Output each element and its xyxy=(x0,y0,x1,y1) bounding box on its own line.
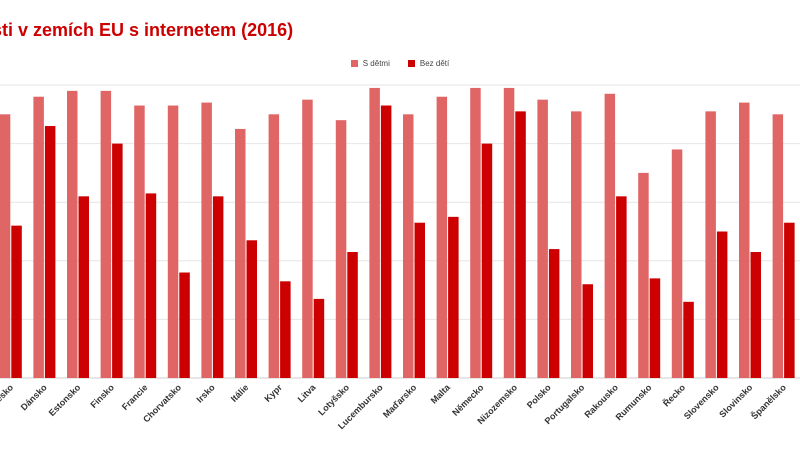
bar-s-detmi xyxy=(604,93,616,378)
bar-bez-deti xyxy=(280,281,291,378)
x-tick-label: Polsko xyxy=(525,382,553,410)
bar-bez-deti xyxy=(548,249,560,378)
bar-s-detmi xyxy=(772,114,784,379)
x-tick-label: Irsko xyxy=(195,382,218,405)
legend-item-s-detmi: S dětmi xyxy=(350,56,390,70)
bar-s-detmi xyxy=(201,102,212,378)
bar-bez-deti xyxy=(750,252,761,378)
bar-s-detmi xyxy=(739,102,750,378)
bar-s-detmi xyxy=(503,87,515,379)
bar-s-detmi xyxy=(0,114,11,379)
x-tick-label: Litva xyxy=(296,382,319,405)
x-tick-label: Estonsko xyxy=(47,382,83,418)
x-tick-label: Rumunsko xyxy=(614,382,654,422)
bar-bez-deti xyxy=(11,225,22,378)
bar-bez-deti xyxy=(179,272,190,378)
bar-s-detmi xyxy=(67,90,78,379)
bar-s-detmi xyxy=(302,99,313,379)
legend-swatch-bez-deti xyxy=(407,59,415,67)
bar-s-detmi xyxy=(671,149,683,378)
bar-s-detmi xyxy=(369,87,380,379)
x-tick-label: Lotyšsko xyxy=(316,382,351,417)
bar-s-detmi xyxy=(705,111,716,379)
bar-bez-deti xyxy=(246,240,257,378)
x-tick-label: Dánsko xyxy=(19,382,49,412)
bar-s-detmi xyxy=(537,99,548,379)
bar-s-detmi xyxy=(470,87,481,379)
bar-s-detmi xyxy=(335,120,347,378)
bar-bez-deti xyxy=(481,143,493,378)
bar-bez-deti xyxy=(347,252,358,378)
x-tick-label: Slovensko xyxy=(682,382,721,421)
x-tick-label: Itálie xyxy=(229,382,251,404)
bar-bez-deti xyxy=(448,216,459,378)
bar-s-detmi xyxy=(33,96,44,378)
legend-item-bez-deti: Bez dětí xyxy=(407,56,450,70)
x-tick-label: Německo xyxy=(450,382,486,418)
x-tick-label: Řecko xyxy=(660,381,687,408)
bar-s-detmi xyxy=(403,114,414,379)
bar-bez-deti xyxy=(582,284,593,378)
bar-bez-deti xyxy=(112,143,123,378)
legend: S dětmi Bez dětí xyxy=(0,56,800,70)
x-tick-label: Finsko xyxy=(88,382,116,410)
bar-bez-deti xyxy=(78,196,89,378)
bar-bez-deti xyxy=(683,301,694,378)
bar-bez-deti xyxy=(313,298,325,378)
x-tick-label: Španělsko xyxy=(748,381,788,421)
legend-label-bez-deti: Bez dětí xyxy=(419,58,450,68)
chart-title: sti v zemích EU s internetem (2016) xyxy=(0,20,294,40)
x-tick-label: Malta xyxy=(429,382,453,406)
bar-bez-deti xyxy=(414,222,425,378)
bar-bez-deti xyxy=(649,278,661,378)
bar-bez-deti xyxy=(616,196,627,378)
x-tick-label: Maďarsko xyxy=(381,382,419,420)
bar-bez-deti xyxy=(44,126,56,379)
x-tick-label: Česko xyxy=(0,381,16,408)
x-tick-label: Francie xyxy=(120,382,150,412)
bar-s-detmi xyxy=(100,90,112,379)
legend-swatch-s-detmi xyxy=(350,59,358,67)
bar-bez-deti xyxy=(380,105,392,378)
bar-s-detmi xyxy=(638,172,649,378)
bar-s-detmi xyxy=(235,128,246,378)
x-tick-label: Kypr xyxy=(262,382,284,404)
bar-bez-deti xyxy=(716,231,728,378)
bar-bez-deti xyxy=(212,196,224,378)
bar-s-detmi xyxy=(268,114,280,379)
bar-bez-deti xyxy=(784,222,795,378)
bar-s-detmi xyxy=(134,105,145,378)
bar-s-detmi xyxy=(571,111,582,379)
bar-s-detmi xyxy=(167,105,179,378)
bar-s-detmi xyxy=(436,96,448,378)
bar-bez-deti xyxy=(145,193,157,378)
legend-label-s-detmi: S dětmi xyxy=(362,58,390,68)
bar-bez-deti xyxy=(515,111,526,379)
